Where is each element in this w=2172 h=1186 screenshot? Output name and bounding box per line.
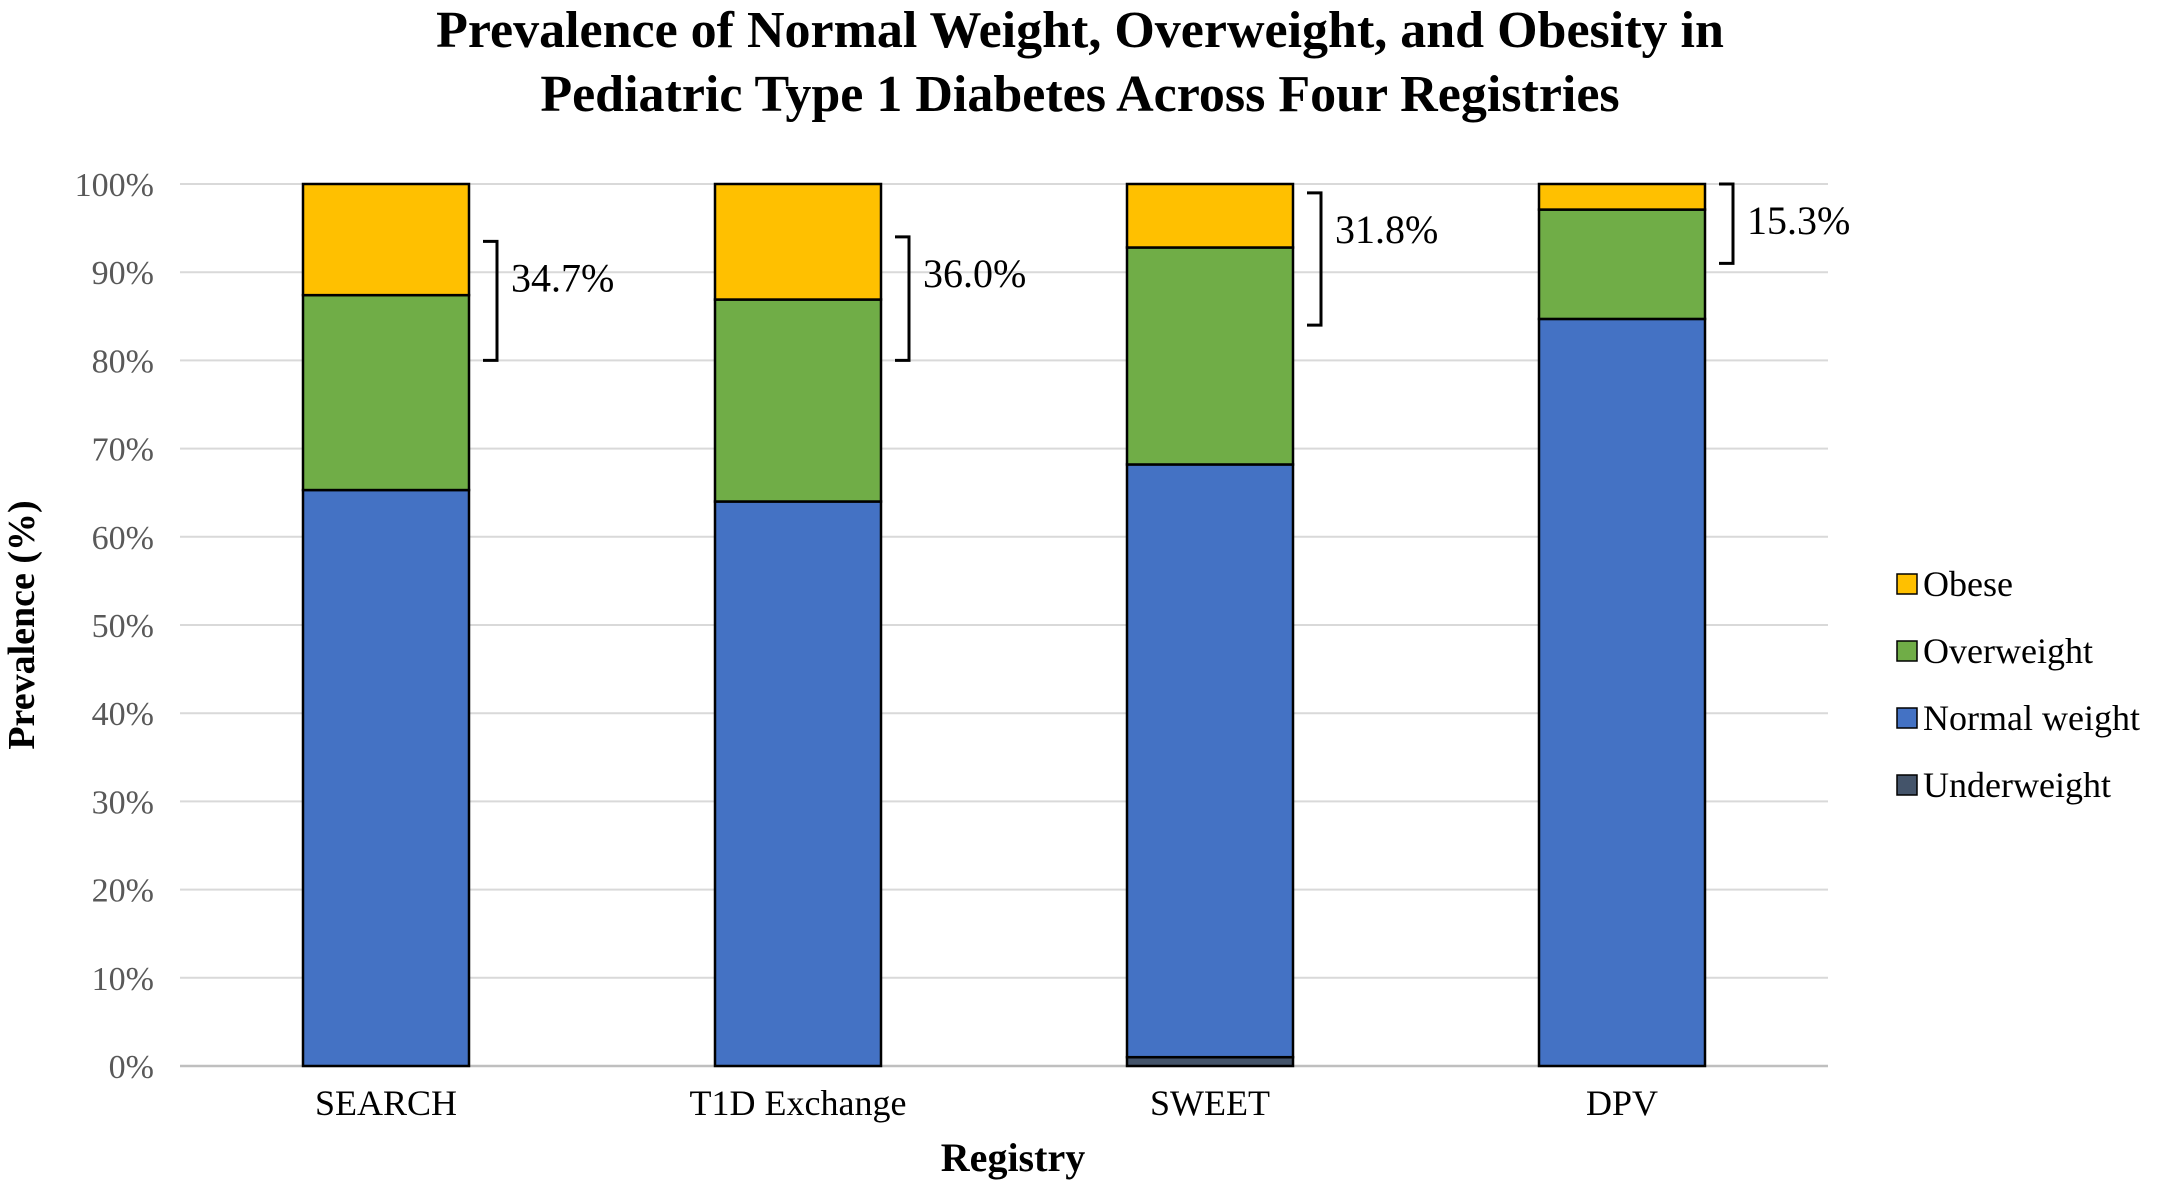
- bar-stack-search: [301, 182, 471, 1068]
- legend-label: Normal weight: [1923, 698, 2140, 738]
- y-tick-label: 100%: [75, 167, 154, 204]
- bar-segment-obese: [1537, 182, 1707, 211]
- bars: [301, 182, 1707, 1068]
- x-tick-label: SEARCH: [315, 1083, 457, 1123]
- y-axis-label: Prevalence (%): [1, 500, 43, 749]
- bar-stack-sweet: [1125, 182, 1295, 1068]
- y-tick-label: 60%: [92, 520, 154, 557]
- annotation-label: 36.0%: [923, 251, 1026, 296]
- annotation-bracket: [483, 239, 499, 362]
- x-axis-ticks: SEARCH T1D Exchange SWEET DPV: [315, 1083, 1658, 1123]
- bar-segment-overweight: [713, 298, 883, 503]
- bar-segment-obese: [713, 182, 883, 301]
- annotation-bracket: [1719, 182, 1735, 265]
- y-tick-label: 50%: [92, 608, 154, 645]
- chart-title: Prevalence of Normal Weight, Overweight,…: [436, 2, 1724, 123]
- legend-label: Overweight: [1923, 631, 2093, 671]
- bar-segment-overweight: [1537, 208, 1707, 321]
- bar-segment-normal-weight: [1125, 463, 1295, 1059]
- chart-title-line: Pediatric Type 1 Diabetes Across Four Re…: [540, 66, 1619, 123]
- y-tick-label: 70%: [92, 432, 154, 469]
- y-axis-ticks: 0% 10% 20% 30% 40% 50% 60% 70% 80% 90% 100%: [75, 167, 154, 1086]
- y-tick-label: 10%: [92, 961, 154, 998]
- y-tick-label: 0%: [109, 1049, 154, 1086]
- y-tick-label: 40%: [92, 696, 154, 733]
- legend: Obese Overweight Normal weight Underweight: [1896, 564, 2140, 805]
- y-tick-label: 30%: [92, 784, 154, 821]
- annotation-label: 34.7%: [511, 255, 614, 300]
- bar-segment-underweight: [1125, 1055, 1295, 1068]
- x-tick-label: DPV: [1586, 1083, 1658, 1123]
- legend-label: Obese: [1923, 564, 2013, 604]
- annotations: 34.7% 36.0% 31.8% 15.3%: [483, 182, 1850, 362]
- bar-stack-dpv: [1537, 182, 1707, 1068]
- x-axis-label: Registry: [941, 1135, 1085, 1180]
- annotation-label: 15.3%: [1747, 198, 1850, 243]
- bar-segment-overweight: [1125, 246, 1295, 466]
- bar-segment-obese: [1125, 182, 1295, 249]
- y-tick-label: 20%: [92, 873, 154, 910]
- legend-swatch-overweight: [1896, 640, 1918, 662]
- bar-segment-normal-weight: [1537, 317, 1707, 1068]
- y-tick-label: 80%: [92, 343, 154, 380]
- bar-segment-obese: [301, 182, 471, 297]
- chart-title-line: Prevalence of Normal Weight, Overweight,…: [436, 2, 1724, 59]
- bar-stack-t1d-exchange: [713, 182, 883, 1068]
- bar-segment-overweight: [301, 293, 471, 492]
- legend-swatch-underweight: [1896, 774, 1918, 796]
- annotation-bracket: [895, 235, 911, 362]
- x-tick-label: SWEET: [1150, 1083, 1270, 1123]
- bar-segment-normal-weight: [301, 488, 471, 1068]
- x-tick-label: T1D Exchange: [690, 1083, 907, 1123]
- bar-segment-normal-weight: [713, 500, 883, 1068]
- annotation-label: 31.8%: [1335, 207, 1438, 252]
- legend-label: Underweight: [1923, 765, 2111, 805]
- legend-swatch-obese: [1896, 573, 1918, 595]
- legend-swatch-normal-weight: [1896, 707, 1918, 729]
- y-tick-label: 90%: [92, 255, 154, 292]
- annotation-bracket: [1307, 191, 1323, 327]
